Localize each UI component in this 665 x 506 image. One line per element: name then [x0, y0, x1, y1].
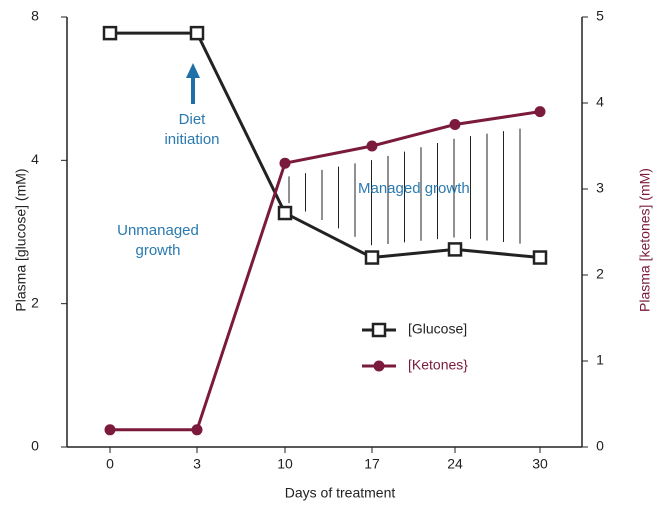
series-line [110, 31, 541, 260]
marker [364, 250, 380, 265]
y-axis-label: Plasma [glucose] (mM) [13, 168, 29, 311]
marker [189, 25, 205, 41]
legend-marker [371, 322, 387, 338]
x-tick-label: 10 [277, 456, 293, 472]
y2-tick-label: 4 [596, 94, 604, 110]
annotation-line: growth [135, 242, 180, 259]
marker [104, 424, 116, 436]
y-tick-label: 4 [31, 151, 39, 167]
x-tick-label: 0 [106, 456, 114, 472]
y-tick-label: 2 [31, 294, 39, 310]
marker [191, 424, 203, 436]
y2-tick-label: 2 [596, 266, 604, 282]
marker [447, 242, 463, 257]
y2-tick-label: 1 [596, 352, 604, 368]
marker [279, 157, 291, 169]
marker [532, 250, 548, 265]
x-tick-label: 24 [447, 456, 463, 472]
legend-marker [373, 360, 385, 372]
y2-tick-label: 0 [596, 438, 604, 454]
annotation-line: Diet [179, 111, 207, 128]
annotation: Managed growth [358, 180, 470, 197]
legend-label: [Glucose] [408, 321, 467, 337]
y-tick-label: 0 [31, 438, 39, 454]
x-tick-label: 3 [193, 456, 201, 472]
annotation-line: Unmanaged [117, 222, 199, 239]
y2-tick-label: 5 [596, 8, 604, 24]
y2-tick-label: 3 [596, 180, 604, 196]
y-tick-label: 8 [31, 8, 39, 24]
marker [102, 25, 118, 41]
annotation-line: Managed growth [358, 180, 470, 197]
marker [449, 119, 461, 130]
marker [277, 205, 293, 221]
annotation-line: initiation [164, 131, 219, 148]
legend-label: [Ketones} [408, 357, 468, 373]
x-tick-label: 17 [364, 456, 380, 472]
x-tick-label: 30 [532, 456, 548, 472]
x-axis-label: Days of treatment [285, 485, 396, 501]
annotation: Unmanaged growth [117, 222, 199, 259]
y2-axis-label: Plasma [ketones] (mM) [637, 168, 653, 312]
annotation: Diet initiation [164, 111, 219, 148]
series-line [110, 110, 541, 432]
marker [534, 106, 546, 118]
arrow-head [186, 63, 200, 78]
marker [366, 140, 378, 152]
